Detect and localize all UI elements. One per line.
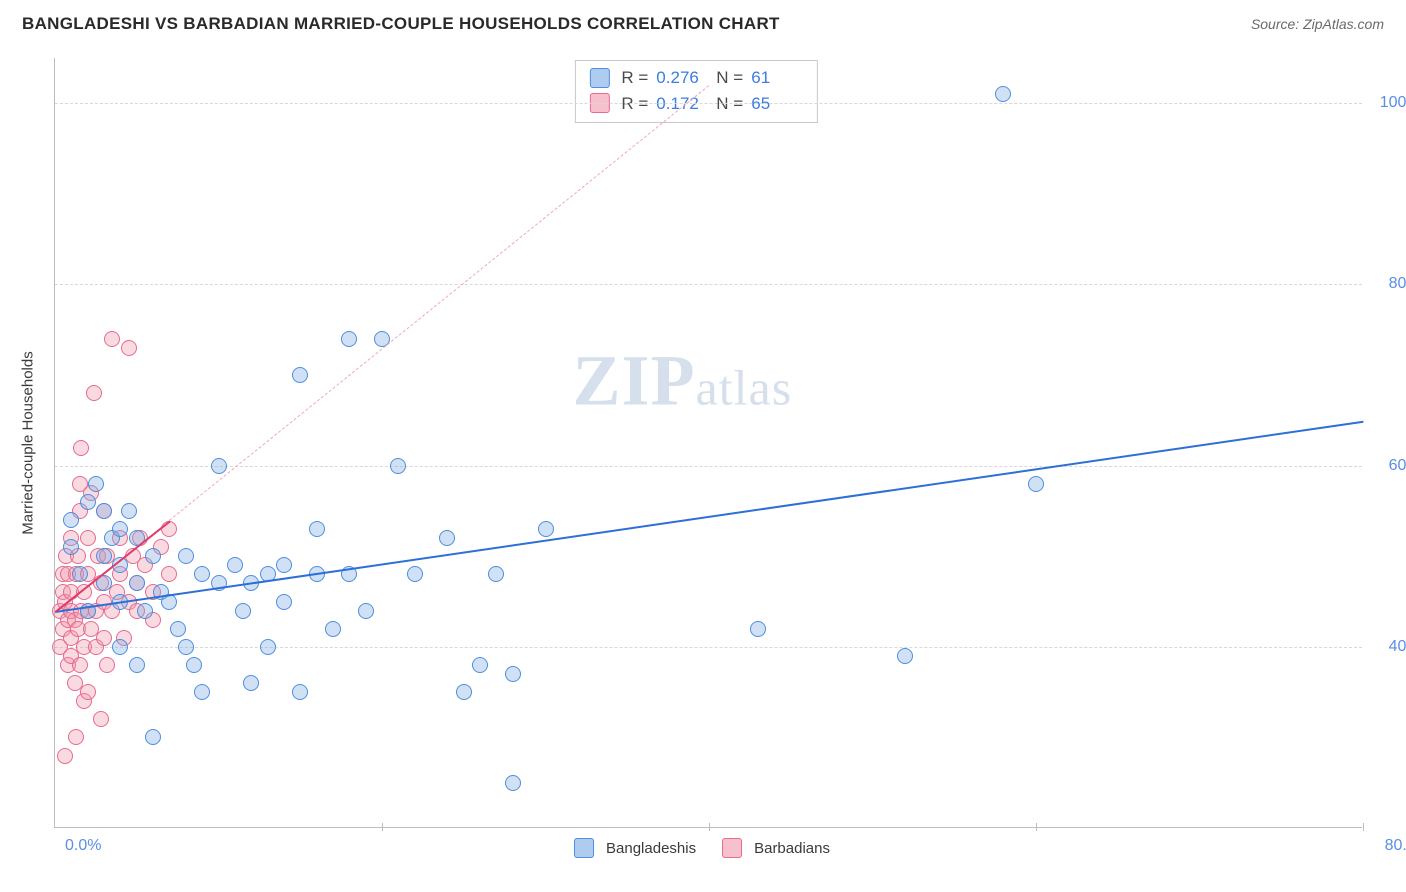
scatter-point: [86, 385, 102, 401]
scatter-point: [260, 639, 276, 655]
scatter-point: [995, 86, 1011, 102]
scatter-point: [129, 657, 145, 673]
legend-item-1: Bangladeshis: [574, 838, 696, 858]
chart-title: BANGLADESHI VS BARBADIAN MARRIED-COUPLE …: [22, 14, 780, 34]
scatter-point: [80, 684, 96, 700]
scatter-point: [472, 657, 488, 673]
watermark: ZIPatlas: [573, 339, 793, 422]
y-tick-label: 60.0%: [1389, 457, 1406, 475]
gridline-h: [55, 103, 1362, 104]
scatter-point: [170, 621, 186, 637]
scatter-point: [96, 548, 112, 564]
scatter-point: [63, 539, 79, 555]
scatter-point: [211, 458, 227, 474]
scatter-point: [80, 530, 96, 546]
n-label: N =: [716, 65, 743, 91]
scatter-point: [137, 603, 153, 619]
scatter-point: [292, 367, 308, 383]
scatter-plot: ZIPatlas R = 0.276 N = 61 R = 0.172 N = …: [54, 58, 1362, 828]
swatch-blue-icon: [589, 68, 609, 88]
scatter-point: [63, 512, 79, 528]
scatter-point: [235, 603, 251, 619]
scatter-point: [488, 566, 504, 582]
scatter-point: [194, 566, 210, 582]
scatter-point: [112, 639, 128, 655]
scatter-point: [358, 603, 374, 619]
scatter-point: [227, 557, 243, 573]
scatter-point: [1028, 476, 1044, 492]
gridline-h: [55, 466, 1362, 467]
scatter-point: [292, 684, 308, 700]
scatter-point: [121, 340, 137, 356]
scatter-point: [505, 666, 521, 682]
scatter-point: [456, 684, 472, 700]
scatter-point: [439, 530, 455, 546]
scatter-point: [68, 729, 84, 745]
scatter-point: [897, 648, 913, 664]
legend-label-2: Barbadians: [754, 840, 830, 857]
x-tick: [709, 823, 710, 831]
scatter-point: [96, 630, 112, 646]
trend-line: [55, 420, 1363, 612]
x-tick: [1363, 823, 1364, 831]
stats-row-1: R = 0.276 N = 61: [589, 65, 803, 91]
swatch-pink-icon: [722, 838, 742, 858]
scatter-point: [178, 548, 194, 564]
scatter-point: [99, 657, 115, 673]
scatter-point: [72, 566, 88, 582]
trend-line: [169, 85, 709, 521]
source-label: Source: ZipAtlas.com: [1251, 16, 1384, 32]
x-max-label: 80.0%: [1385, 837, 1406, 855]
scatter-point: [407, 566, 423, 582]
scatter-point: [121, 503, 137, 519]
y-axis-title: Married-couple Households: [20, 351, 37, 534]
scatter-point: [505, 775, 521, 791]
r-label: R =: [621, 65, 648, 91]
scatter-point: [276, 594, 292, 610]
scatter-point: [145, 548, 161, 564]
scatter-point: [750, 621, 766, 637]
scatter-point: [72, 657, 88, 673]
scatter-point: [186, 657, 202, 673]
scatter-point: [341, 331, 357, 347]
scatter-point: [309, 521, 325, 537]
y-tick-label: 100.0%: [1380, 94, 1406, 112]
y-tick-label: 80.0%: [1389, 275, 1406, 293]
scatter-point: [538, 521, 554, 537]
scatter-point: [129, 575, 145, 591]
scatter-point: [243, 675, 259, 691]
y-tick-label: 40.0%: [1389, 638, 1406, 656]
scatter-point: [161, 566, 177, 582]
gridline-h: [55, 647, 1362, 648]
scatter-point: [194, 684, 210, 700]
scatter-point: [93, 711, 109, 727]
scatter-point: [325, 621, 341, 637]
scatter-point: [112, 521, 128, 537]
x-origin-label: 0.0%: [65, 837, 101, 855]
scatter-point: [73, 440, 89, 456]
legend-label-1: Bangladeshis: [606, 840, 696, 857]
scatter-point: [178, 639, 194, 655]
legend-item-2: Barbadians: [722, 838, 830, 858]
stats-box: R = 0.276 N = 61 R = 0.172 N = 65: [574, 60, 818, 123]
scatter-point: [80, 494, 96, 510]
scatter-point: [96, 503, 112, 519]
gridline-h: [55, 284, 1362, 285]
swatch-blue-icon: [574, 838, 594, 858]
x-tick: [1036, 823, 1037, 831]
scatter-point: [145, 729, 161, 745]
scatter-point: [104, 331, 120, 347]
legend: Bangladeshis Barbadians: [574, 838, 830, 858]
n-value-1: 61: [751, 65, 803, 91]
x-tick: [382, 823, 383, 831]
chart-area: Married-couple Households ZIPatlas R = 0…: [42, 58, 1362, 828]
scatter-point: [88, 476, 104, 492]
scatter-point: [57, 748, 73, 764]
r-value-1: 0.276: [656, 65, 708, 91]
scatter-point: [276, 557, 292, 573]
scatter-point: [390, 458, 406, 474]
